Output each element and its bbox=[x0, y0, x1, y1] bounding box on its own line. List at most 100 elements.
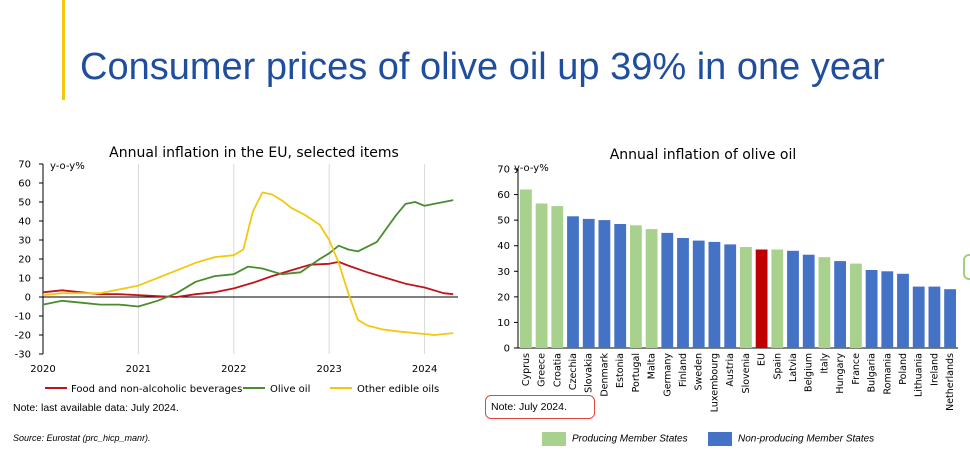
line-chart-xtick-label: 2020 bbox=[30, 364, 55, 375]
line-chart-title: Annual inflation in the EU, selected ite… bbox=[109, 145, 399, 161]
bar-label-germany: Germany bbox=[662, 353, 673, 397]
bar-ireland bbox=[928, 286, 941, 348]
bar-label-finland: Finland bbox=[678, 353, 689, 387]
bar-slovenia bbox=[740, 247, 752, 348]
line-chart-ytick-label: 70 bbox=[18, 160, 31, 171]
legend-other-oils: Other edible oils bbox=[357, 384, 439, 395]
bar-italy bbox=[818, 257, 831, 348]
line-chart-series bbox=[42, 191, 454, 336]
source-note: Source: Eurostat (prc_hicp_manr). bbox=[13, 433, 151, 443]
bar-luxembourg bbox=[708, 241, 721, 348]
bar-chart-ytick-label: 40 bbox=[497, 241, 510, 252]
line-chart-ytick-label: 30 bbox=[18, 236, 31, 247]
bar-label-estonia: Estonia bbox=[615, 353, 626, 388]
bar-estonia bbox=[614, 224, 627, 348]
legend-producing: Producing Member States bbox=[542, 432, 688, 446]
line-chart-ytick-label: -10 bbox=[15, 312, 31, 323]
bar-label-denmark: Denmark bbox=[599, 353, 610, 397]
bar-label-greece: Greece bbox=[537, 353, 548, 387]
bar-denmark bbox=[598, 220, 611, 348]
line-chart: Annual inflation in the EU, selected ite… bbox=[15, 145, 458, 395]
bar-slovakia bbox=[582, 218, 595, 348]
line-chart-legend: Food and non-alcoholic beverages Olive o… bbox=[45, 384, 439, 395]
bar-label-spain: Spain bbox=[772, 353, 783, 380]
bar-lithuania bbox=[912, 286, 925, 348]
bar-chart-ytick-label: 50 bbox=[497, 216, 510, 227]
bar-label-netherlands: Netherlands bbox=[945, 353, 956, 411]
bar-france bbox=[850, 263, 862, 348]
line-chart-ylabel: y-o-y% bbox=[50, 161, 85, 172]
bar-netherlands bbox=[944, 289, 956, 348]
bar-chart-category-labels: Cyprus Greece Croatia Czechia Slovakia Denmar… bbox=[521, 353, 956, 413]
bar-chart-note: Note: July 2024. bbox=[485, 395, 595, 419]
line-chart-ytick-label: -20 bbox=[15, 331, 31, 342]
bar-label-romania: Romania bbox=[882, 353, 893, 395]
bar-poland bbox=[897, 273, 909, 348]
title-accent-bar bbox=[62, 0, 65, 100]
line-chart-note: Note: last available data: July 2024. bbox=[13, 402, 179, 414]
bar-belgium bbox=[802, 254, 815, 348]
bar-label-slovakia: Slovakia bbox=[584, 353, 595, 393]
bar-romania bbox=[881, 271, 894, 348]
line-chart-ytick-label: 50 bbox=[18, 198, 31, 209]
bar-label-latvia: Latvia bbox=[788, 353, 799, 382]
bar-label-ireland: Ireland bbox=[929, 353, 940, 386]
bar-label-malta: Malta bbox=[647, 353, 658, 379]
bar-chart-ytick-label: 20 bbox=[497, 292, 510, 303]
bar-label-hungary: Hungary bbox=[835, 353, 846, 394]
bar-label-bulgaria: Bulgaria bbox=[867, 353, 878, 392]
slide-edge-marker bbox=[963, 254, 970, 280]
bar-label-luxembourg: Luxembourg bbox=[709, 353, 720, 412]
bar-chart-ytick-label: 60 bbox=[497, 190, 510, 201]
bar-eu bbox=[755, 249, 768, 348]
line-chart-ytick-label: 60 bbox=[18, 179, 31, 190]
line-chart-axes: 2020 2021 2022 2023 2024 70 60 50 40 30 20 10 0 -10 -2… bbox=[15, 160, 458, 375]
legend-non-producing: Non-producing Member States bbox=[708, 432, 874, 446]
bar-portugal bbox=[630, 225, 642, 348]
bar-label-lithuania: Lithuania bbox=[914, 353, 925, 397]
bar-finland bbox=[677, 238, 689, 348]
bar-label-sweden: Sweden bbox=[694, 353, 705, 391]
line-chart-ytick-label: 0 bbox=[25, 293, 31, 304]
line-chart-xtick-label: 2021 bbox=[126, 364, 151, 375]
bar-spain bbox=[771, 249, 784, 348]
bar-sweden bbox=[692, 240, 705, 348]
line-series-food bbox=[42, 261, 454, 298]
bar-chart: Annual inflation of olive oil y-o-y% 70 6… bbox=[497, 147, 958, 412]
line-chart-xtick-label: 2022 bbox=[221, 364, 246, 375]
bar-chart-bars bbox=[520, 189, 956, 348]
legend-non-producing-label: Non-producing Member States bbox=[738, 433, 875, 445]
line-chart-xtick-label: 2023 bbox=[316, 364, 341, 375]
bar-label-slovenia: Slovenia bbox=[741, 353, 752, 393]
bar-croatia bbox=[551, 206, 564, 348]
bar-chart-ytick-label: 30 bbox=[497, 267, 510, 278]
line-chart-grid bbox=[137, 164, 426, 354]
bar-chart-ytick-label: 10 bbox=[497, 318, 510, 329]
line-chart-ytick-label: 20 bbox=[18, 255, 31, 266]
bar-label-czechia: Czechia bbox=[568, 353, 579, 390]
bar-hungary bbox=[834, 261, 846, 348]
bar-chart-ytick-label: 70 bbox=[497, 165, 510, 176]
legend-producing-label: Producing Member States bbox=[572, 433, 688, 445]
bar-chart-ylabel: y-o-y% bbox=[514, 163, 549, 174]
bar-label-italy: Italy bbox=[819, 353, 830, 374]
line-series-olive-oil bbox=[42, 199, 454, 308]
slide-title: Consumer prices of olive oil up 39% in o… bbox=[80, 46, 885, 88]
line-chart-xtick-label: 2024 bbox=[412, 364, 437, 375]
bar-label-belgium: Belgium bbox=[804, 353, 815, 392]
legend-non-producing-swatch bbox=[708, 432, 732, 446]
bar-chart-title: Annual inflation of olive oil bbox=[610, 147, 797, 163]
bar-greece bbox=[535, 203, 548, 348]
bar-malta bbox=[645, 229, 658, 348]
legend-olive: Olive oil bbox=[270, 384, 310, 395]
bar-austria bbox=[724, 244, 737, 348]
bar-chart-ytick-label: 0 bbox=[504, 344, 510, 355]
bar-label-eu: EU bbox=[757, 353, 768, 366]
bar-bulgaria bbox=[865, 270, 878, 348]
bar-czechia bbox=[567, 216, 579, 348]
line-series-other-oils bbox=[42, 191, 454, 336]
line-chart-ytick-label: 40 bbox=[18, 217, 31, 228]
line-chart-ytick-label: -30 bbox=[15, 350, 31, 361]
bar-cyprus bbox=[520, 189, 532, 348]
bar-germany bbox=[661, 232, 674, 348]
